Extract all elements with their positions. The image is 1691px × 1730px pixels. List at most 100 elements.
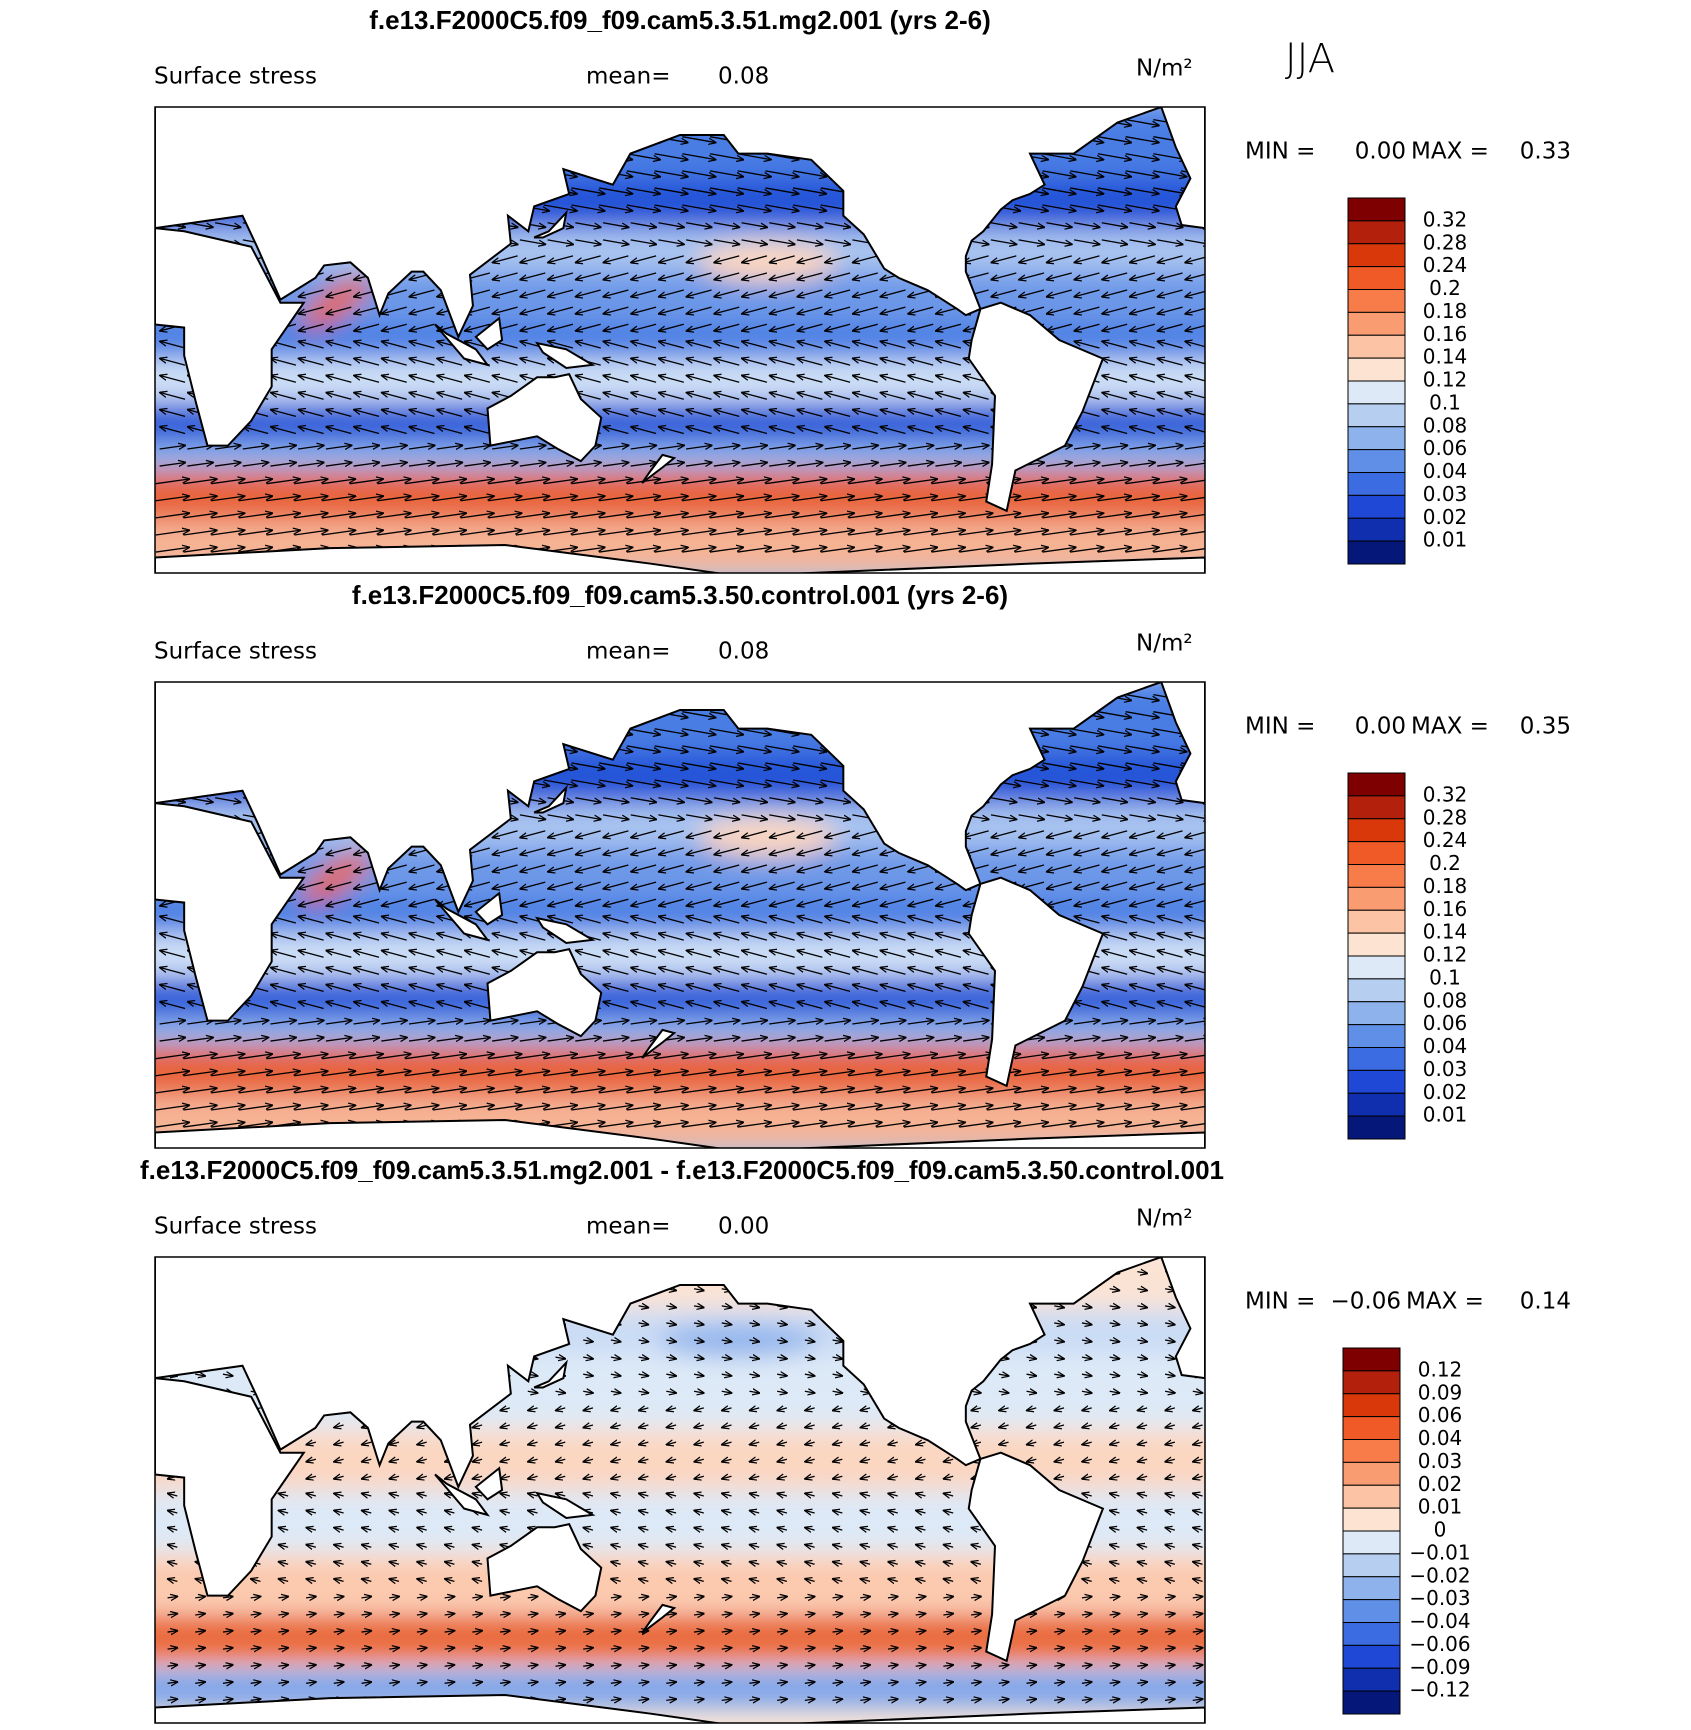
season-label: JJA — [1285, 36, 1335, 82]
wind-arrow — [548, 272, 574, 280]
wind-arrow — [599, 513, 632, 519]
colorbar-box — [1347, 243, 1406, 268]
wind-arrow — [626, 496, 660, 502]
min-label: MIN = — [1245, 1289, 1315, 1315]
wind-arrow — [603, 306, 629, 314]
wind-arrow — [659, 289, 684, 297]
wind-arrow — [599, 547, 632, 553]
wind-arrow — [686, 427, 712, 435]
wind-arrow — [797, 393, 823, 400]
field-patch — [658, 1324, 819, 1357]
wind-arrow — [820, 513, 854, 519]
wind-arrow — [737, 187, 771, 194]
wind-arrow — [714, 341, 740, 349]
colorbar-label: 0.09 — [1418, 1380, 1463, 1404]
wind-arrow — [488, 479, 521, 485]
colorbar-box — [1342, 1644, 1401, 1669]
wind-arrow — [326, 358, 352, 366]
wind-arrow — [686, 375, 712, 383]
wind-arrow — [765, 187, 798, 194]
wind-arrow — [742, 427, 768, 435]
wind-arrow — [631, 289, 657, 297]
wind-arrow — [354, 375, 380, 383]
wind-arrow — [405, 513, 438, 519]
wind-arrow — [825, 306, 851, 314]
wind-arrow — [709, 496, 743, 502]
wind-arrow — [576, 375, 601, 383]
wind-arrow — [686, 289, 712, 297]
wind-arrow — [714, 323, 740, 331]
wind-arrow — [599, 496, 632, 502]
wind-arrow — [321, 530, 355, 536]
wind-arrow — [626, 547, 660, 553]
wind-arrow — [270, 462, 296, 466]
wind-arrow — [792, 530, 826, 536]
wind-arrow — [349, 513, 383, 519]
colorbar-box — [1347, 334, 1406, 359]
wind-arrow — [321, 513, 355, 519]
wind-arrow — [737, 496, 771, 502]
wind-arrow — [155, 530, 189, 536]
colorbar-box — [1347, 818, 1406, 843]
wind-arrow — [547, 239, 574, 245]
wind-arrow — [825, 358, 851, 366]
wind-arrow — [488, 530, 521, 536]
wind-arrow — [599, 479, 632, 485]
wind-arrow — [409, 289, 435, 297]
wind-arrow — [238, 530, 272, 536]
wind-arrow — [714, 358, 740, 366]
wind-arrow — [602, 222, 629, 228]
wind-arrow — [742, 323, 768, 331]
wind-arrow — [326, 427, 352, 435]
wind-arrow — [659, 306, 684, 314]
wind-arrow — [349, 530, 383, 536]
wind-arrow — [354, 410, 380, 417]
wind-arrow — [686, 239, 712, 245]
colorbar-box — [1347, 357, 1406, 382]
colorbar-label: 0.32 — [1423, 207, 1468, 231]
wind-arrow — [792, 496, 826, 502]
colorbar-box — [1347, 795, 1406, 820]
max-value: 0.14 — [1520, 1289, 1571, 1315]
colorbar-box — [1342, 1461, 1401, 1486]
wind-arrow — [682, 496, 715, 502]
wind-arrow — [326, 289, 352, 297]
wind-arrow — [543, 479, 577, 485]
wind-arrow — [686, 222, 712, 228]
wind-arrow — [465, 375, 491, 383]
wind-arrow — [576, 393, 601, 400]
wind-arrow — [349, 496, 383, 502]
wind-arrow — [765, 496, 798, 502]
wind-arrow — [599, 187, 632, 194]
wind-arrow — [492, 272, 518, 280]
wind-arrow — [381, 462, 407, 466]
colorbar-label: 0.32 — [1423, 782, 1468, 806]
field-patch — [697, 242, 838, 283]
mean-value: 0.00 — [718, 1214, 769, 1240]
colorbar-box — [1347, 886, 1406, 911]
field-patch — [697, 817, 838, 858]
wind-arrow — [409, 393, 435, 400]
colorbar-box — [1347, 266, 1406, 290]
wind-arrow — [266, 513, 300, 519]
wind-arrow — [769, 462, 795, 466]
wind-arrow — [792, 513, 826, 519]
wind-arrow — [271, 393, 297, 400]
wind-arrow — [631, 358, 657, 366]
wind-arrow — [626, 530, 660, 536]
wind-arrow — [714, 393, 740, 400]
colorbar-box — [1347, 197, 1406, 222]
wind-arrow — [432, 513, 466, 519]
wind-arrow — [742, 306, 768, 314]
wind-arrow — [796, 445, 823, 449]
wind-arrow — [602, 445, 629, 449]
colorbar-box — [1342, 1416, 1401, 1440]
units-label: N/m² — [1136, 631, 1193, 657]
wind-arrow — [765, 170, 798, 177]
wind-arrow — [825, 255, 851, 263]
colorbar-box — [1347, 772, 1406, 797]
colorbar-box — [1342, 1599, 1401, 1623]
wind-arrow — [326, 393, 352, 400]
wind-arrow — [548, 255, 574, 263]
wind-arrow — [742, 255, 768, 263]
